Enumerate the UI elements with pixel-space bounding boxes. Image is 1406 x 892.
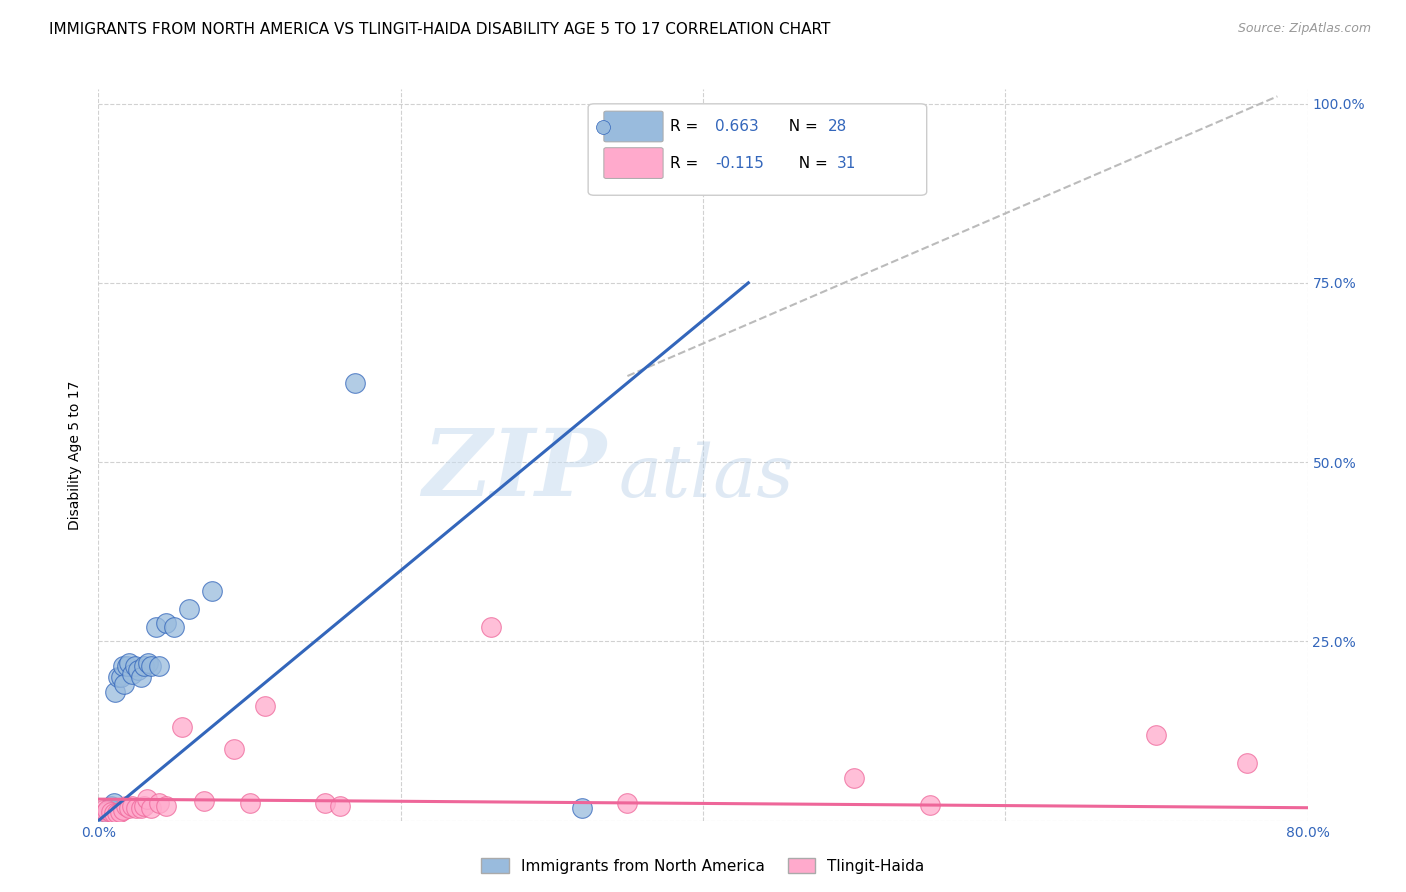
Point xyxy=(91,803,114,817)
Point xyxy=(132,799,155,814)
Point xyxy=(104,684,127,698)
Point xyxy=(239,796,262,810)
Point xyxy=(155,799,177,814)
Text: R =: R = xyxy=(671,155,703,170)
Point xyxy=(118,656,141,670)
Point xyxy=(253,698,276,713)
Text: 28: 28 xyxy=(828,119,846,134)
Point xyxy=(94,805,117,819)
Point xyxy=(132,659,155,673)
Point xyxy=(101,803,124,817)
Point xyxy=(201,584,224,599)
Text: R =: R = xyxy=(671,119,703,134)
Point xyxy=(129,801,152,815)
FancyBboxPatch shape xyxy=(588,103,927,195)
Text: atlas: atlas xyxy=(619,442,794,512)
Point xyxy=(155,616,177,631)
Point xyxy=(115,659,138,673)
Point xyxy=(148,796,170,810)
Text: Source: ZipAtlas.com: Source: ZipAtlas.com xyxy=(1237,22,1371,36)
Point xyxy=(329,799,352,814)
Point xyxy=(112,677,135,691)
Point xyxy=(344,376,367,391)
Point xyxy=(103,796,125,810)
Point xyxy=(224,742,246,756)
Point xyxy=(100,799,122,814)
Point xyxy=(118,801,141,815)
Point xyxy=(111,803,134,817)
Text: 0.663: 0.663 xyxy=(716,119,759,134)
Text: N =: N = xyxy=(789,155,832,170)
Point xyxy=(91,810,114,824)
Point xyxy=(141,801,163,815)
Point xyxy=(844,771,866,785)
Point xyxy=(179,602,201,616)
Point xyxy=(111,659,134,673)
Point xyxy=(148,659,170,673)
Point xyxy=(98,805,121,819)
Point xyxy=(136,656,159,670)
Point xyxy=(114,799,136,814)
Point xyxy=(121,799,143,814)
Point xyxy=(124,659,146,673)
Legend: Immigrants from North America, Tlingit-Haida: Immigrants from North America, Tlingit-H… xyxy=(475,852,931,880)
Text: IMMIGRANTS FROM NORTH AMERICA VS TLINGIT-HAIDA DISABILITY AGE 5 TO 17 CORRELATIO: IMMIGRANTS FROM NORTH AMERICA VS TLINGIT… xyxy=(49,22,831,37)
Point xyxy=(571,801,593,815)
Point xyxy=(110,670,132,684)
Point xyxy=(127,663,149,677)
Point xyxy=(314,796,336,810)
FancyBboxPatch shape xyxy=(603,148,664,178)
Y-axis label: Disability Age 5 to 17: Disability Age 5 to 17 xyxy=(69,380,83,530)
Point xyxy=(163,620,186,634)
Point xyxy=(103,806,125,821)
Text: 31: 31 xyxy=(837,155,856,170)
Point xyxy=(129,670,152,684)
Point xyxy=(100,805,122,819)
Point xyxy=(135,792,157,806)
Point xyxy=(108,805,131,819)
Point xyxy=(107,670,129,684)
Point xyxy=(481,620,503,634)
Point xyxy=(105,806,128,821)
Point xyxy=(96,803,118,817)
Point xyxy=(193,794,215,808)
Text: ZIP: ZIP xyxy=(422,425,606,515)
Text: -0.115: -0.115 xyxy=(716,155,763,170)
Point xyxy=(616,797,638,811)
Point xyxy=(170,720,193,734)
Point xyxy=(141,659,163,673)
Point xyxy=(94,808,117,822)
Point xyxy=(145,620,167,634)
Point xyxy=(121,666,143,681)
Point xyxy=(125,801,148,815)
Point xyxy=(1144,728,1167,742)
Point xyxy=(1236,756,1258,771)
Text: N =: N = xyxy=(779,119,823,134)
FancyBboxPatch shape xyxy=(603,112,664,142)
Point xyxy=(918,797,941,812)
